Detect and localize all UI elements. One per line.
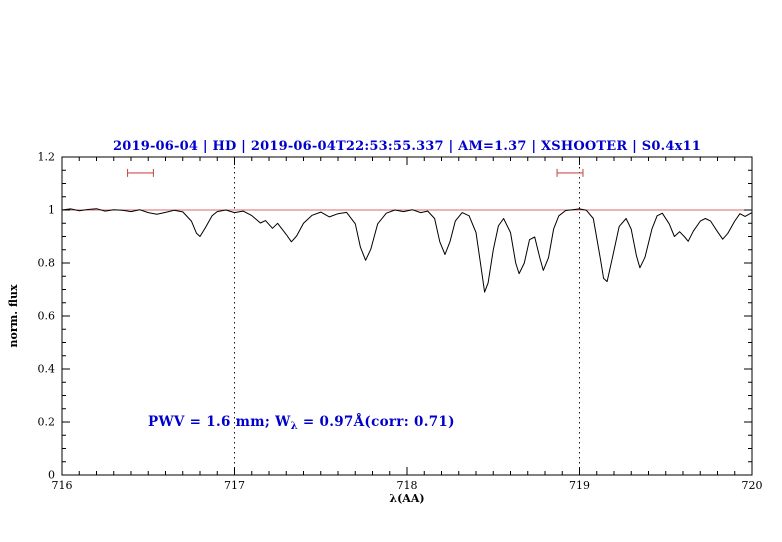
- axis-ticks: [61, 156, 753, 476]
- y-tick-label: 1: [48, 204, 55, 217]
- x-tick-label: 716: [52, 479, 73, 492]
- pwv-annotation-suffix: = 0.97Å(corr: 0.71): [298, 414, 455, 430]
- x-tick-label: 717: [224, 479, 245, 492]
- y-axis-label: norm. flux: [7, 284, 20, 347]
- y-tick-label: 0.6: [38, 310, 56, 323]
- x-tick-labels: 716 717 718 719 720: [52, 479, 763, 492]
- y-tick-label: 0.8: [38, 257, 56, 270]
- spectrum-line: [61, 208, 753, 293]
- plot-area: 716 717 718 719 720 0 0.2 0.4 0.6 0.8 1 1.2: [38, 151, 763, 493]
- chart-title: 2019-06-04 | HD | 2019-06-04T22:53:55.33…: [113, 139, 701, 154]
- x-tick-label: 720: [742, 479, 763, 492]
- range-markers: [127, 168, 584, 177]
- y-tick-label: 0: [48, 469, 55, 482]
- y-tick-label: 1.2: [38, 151, 56, 164]
- x-tick-label: 719: [569, 479, 590, 492]
- y-tick-label: 0.2: [38, 416, 56, 429]
- pwv-annotation-prefix: PWV = 1.6 mm; W: [148, 414, 291, 430]
- pwv-annotation: PWV = 1.6 mm; Wλ = 0.97Å(corr: 0.71): [148, 414, 455, 432]
- guide-lines: [234, 157, 580, 475]
- y-tick-labels: 0 0.2 0.4 0.6 0.8 1 1.2: [38, 151, 56, 482]
- x-tick-label: 718: [397, 479, 418, 492]
- x-axis-label: λ(AA): [389, 492, 424, 505]
- pwv-annotation-subscript: λ: [291, 421, 298, 432]
- y-tick-label: 0.4: [38, 363, 56, 376]
